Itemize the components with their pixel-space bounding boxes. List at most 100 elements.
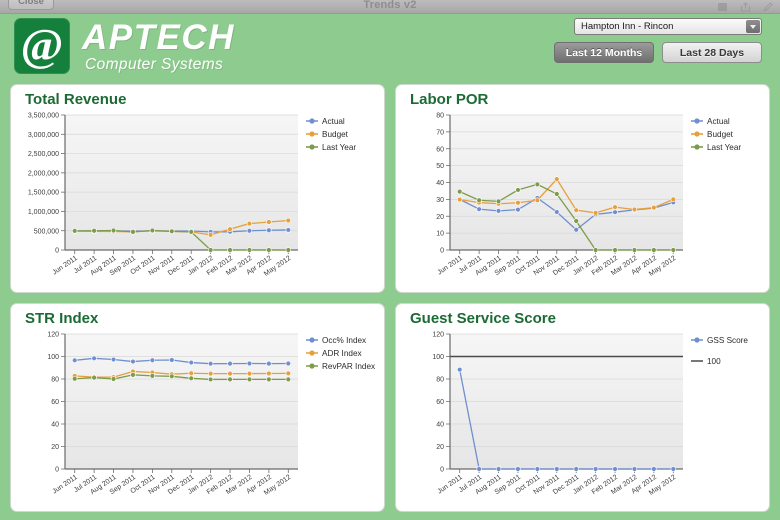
data-point[interactable] bbox=[207, 370, 214, 377]
chart-labor-por[interactable]: 0 10 20 30 40 50 60 70 80 Jun 2011 Jul 2011 Aug 201… bbox=[396, 109, 769, 292]
data-point[interactable] bbox=[246, 228, 253, 234]
data-point[interactable] bbox=[612, 204, 618, 210]
data-point[interactable] bbox=[149, 227, 156, 234]
data-point[interactable] bbox=[72, 357, 78, 364]
data-point[interactable] bbox=[651, 204, 657, 211]
data-point[interactable] bbox=[246, 220, 253, 227]
data-point[interactable] bbox=[169, 357, 175, 363]
data-point[interactable] bbox=[266, 227, 272, 233]
data-point[interactable] bbox=[592, 466, 599, 472]
data-point[interactable] bbox=[670, 247, 676, 253]
chevron-down-icon[interactable] bbox=[746, 20, 760, 33]
data-point[interactable] bbox=[457, 366, 463, 373]
data-point[interactable] bbox=[285, 370, 291, 377]
data-point[interactable] bbox=[110, 227, 117, 234]
data-point[interactable] bbox=[91, 355, 97, 361]
legend-label[interactable]: Budget bbox=[707, 130, 734, 139]
data-point[interactable] bbox=[188, 375, 194, 382]
data-point[interactable] bbox=[592, 247, 599, 253]
data-point[interactable] bbox=[227, 376, 233, 383]
legend-label-reference[interactable]: 100 bbox=[707, 357, 721, 366]
data-point[interactable] bbox=[266, 370, 272, 377]
bookmarks-icon[interactable] bbox=[717, 2, 728, 12]
data-point[interactable] bbox=[130, 229, 136, 235]
data-point[interactable] bbox=[534, 197, 541, 203]
data-point[interactable] bbox=[188, 359, 194, 366]
data-point[interactable] bbox=[207, 376, 214, 383]
data-point[interactable] bbox=[495, 198, 502, 205]
legend-label[interactable]: Actual bbox=[707, 117, 730, 126]
data-point[interactable] bbox=[515, 206, 521, 213]
data-point[interactable] bbox=[188, 370, 194, 376]
share-icon[interactable] bbox=[740, 2, 751, 12]
data-point[interactable] bbox=[457, 196, 463, 203]
data-point[interactable] bbox=[207, 232, 214, 238]
data-point[interactable] bbox=[495, 208, 502, 214]
legend-label[interactable]: Actual bbox=[322, 117, 345, 126]
last-12-months-button[interactable]: Last 12 Months bbox=[554, 42, 654, 63]
data-point[interactable] bbox=[285, 217, 291, 224]
data-point[interactable] bbox=[149, 357, 156, 363]
data-point[interactable] bbox=[266, 219, 272, 225]
data-point[interactable] bbox=[130, 372, 136, 378]
data-point[interactable] bbox=[631, 466, 638, 472]
data-point[interactable] bbox=[169, 228, 175, 234]
data-point[interactable] bbox=[72, 228, 78, 234]
data-point[interactable] bbox=[495, 466, 502, 472]
data-point[interactable] bbox=[246, 360, 253, 367]
data-point[interactable] bbox=[631, 247, 638, 253]
data-point[interactable] bbox=[476, 206, 482, 212]
data-point[interactable] bbox=[457, 188, 463, 195]
data-point[interactable] bbox=[91, 374, 97, 381]
close-button[interactable]: Close bbox=[8, 0, 54, 10]
data-point[interactable] bbox=[72, 376, 78, 382]
data-point[interactable] bbox=[554, 176, 560, 182]
data-point[interactable] bbox=[227, 247, 233, 253]
legend-label[interactable]: Last Year bbox=[707, 143, 741, 152]
data-point[interactable] bbox=[188, 229, 194, 235]
data-point[interactable] bbox=[515, 200, 521, 206]
data-point[interactable] bbox=[285, 360, 291, 367]
data-point[interactable] bbox=[515, 187, 521, 193]
data-point[interactable] bbox=[169, 373, 175, 379]
data-point[interactable] bbox=[534, 466, 541, 472]
data-point[interactable] bbox=[651, 466, 657, 472]
legend-label[interactable]: GSS Score bbox=[707, 336, 748, 345]
data-point[interactable] bbox=[670, 466, 676, 472]
chart-guest-service-score[interactable]: 0 20 40 60 80 100 120 Jun 2011 Jul 2011 Aug 2011 S… bbox=[396, 328, 769, 511]
legend-label[interactable]: Occ% Index bbox=[322, 336, 366, 345]
property-select[interactable]: Hampton Inn - Rincon bbox=[574, 18, 762, 35]
data-point[interactable] bbox=[612, 209, 618, 215]
chart-str-index[interactable]: 0 20 40 60 80 100 120 Jun 2011 Jul 2011 Aug 2011 S… bbox=[11, 328, 384, 511]
data-point[interactable] bbox=[476, 466, 482, 472]
data-point[interactable] bbox=[592, 210, 599, 216]
legend-label[interactable]: Last Year bbox=[322, 143, 356, 152]
data-point[interactable] bbox=[573, 207, 579, 213]
data-point[interactable] bbox=[554, 466, 560, 472]
data-point[interactable] bbox=[130, 358, 136, 365]
data-point[interactable] bbox=[573, 218, 579, 224]
data-point[interactable] bbox=[573, 227, 579, 233]
data-point[interactable] bbox=[149, 373, 156, 379]
chart-total-revenue[interactable]: 0 500,000 1,000,000 1,500,000 2,000,000 2,500… bbox=[11, 109, 384, 292]
data-point[interactable] bbox=[266, 360, 272, 367]
legend-label[interactable]: Budget bbox=[322, 130, 349, 139]
data-point[interactable] bbox=[612, 466, 618, 472]
data-point[interactable] bbox=[246, 247, 253, 253]
data-point[interactable] bbox=[266, 376, 272, 383]
data-point[interactable] bbox=[285, 247, 291, 253]
data-point[interactable] bbox=[207, 360, 214, 367]
data-point[interactable] bbox=[227, 360, 233, 367]
data-point[interactable] bbox=[534, 181, 541, 188]
legend-label[interactable]: ADR Index bbox=[322, 349, 362, 358]
data-point[interactable] bbox=[554, 191, 560, 197]
data-point[interactable] bbox=[631, 206, 638, 213]
data-point[interactable] bbox=[246, 376, 253, 383]
data-point[interactable] bbox=[110, 356, 117, 363]
data-point[interactable] bbox=[554, 209, 560, 215]
data-point[interactable] bbox=[246, 370, 253, 377]
data-point[interactable] bbox=[227, 226, 233, 232]
data-point[interactable] bbox=[476, 197, 482, 203]
data-point[interactable] bbox=[207, 247, 214, 253]
data-point[interactable] bbox=[573, 466, 579, 472]
